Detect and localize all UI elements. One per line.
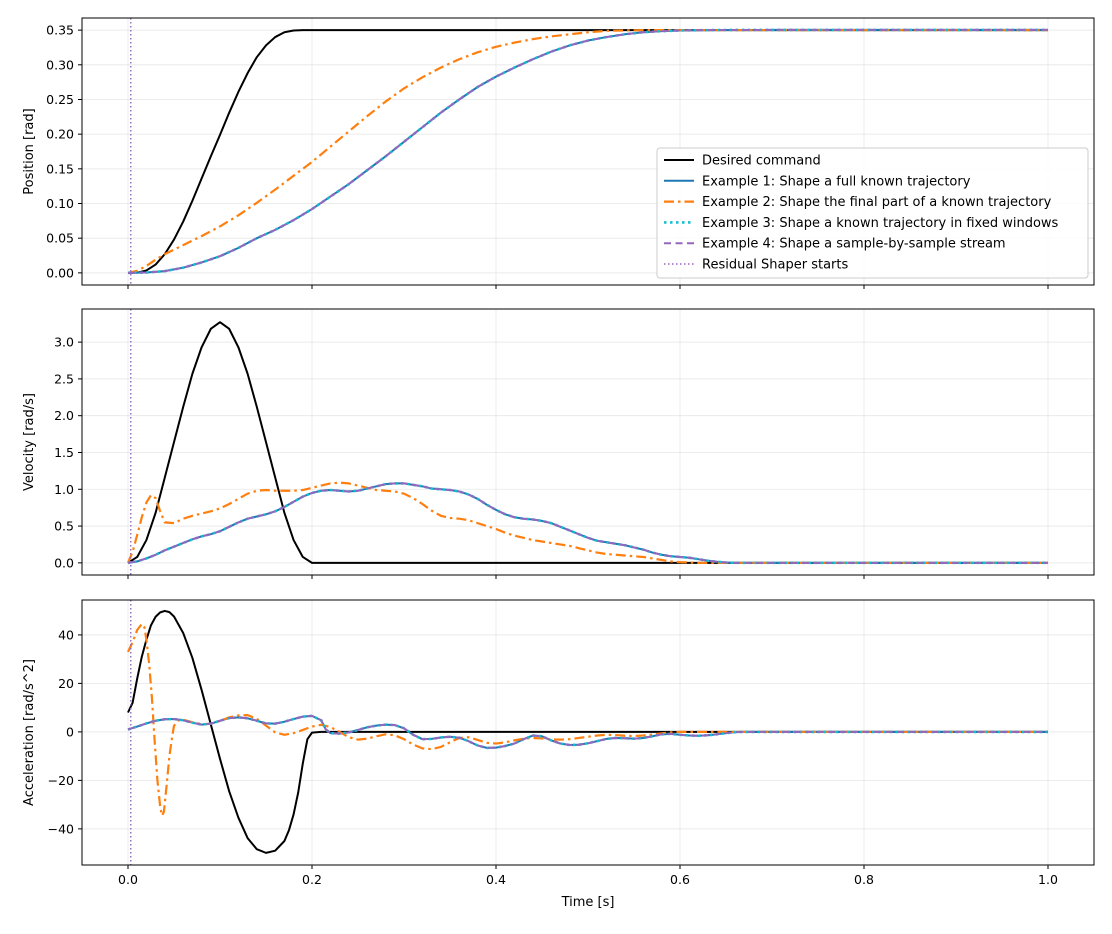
- legend-box: [656, 147, 1089, 279]
- y-axis-label: Acceleration [rad/s^2]: [22, 659, 37, 806]
- series-line-example-4: [127, 714, 1048, 749]
- plot-frame: [81, 308, 1095, 576]
- legend-entry: Example 2: Shape the final part of a kno…: [702, 195, 1052, 210]
- y-axis-label: Position [rad]: [22, 108, 37, 194]
- series-line-example-1: [127, 482, 1048, 564]
- series-line-example-2: [127, 622, 1048, 817]
- legend: Desired command Example 1: Shape a full k…: [656, 147, 1089, 279]
- series-line-desired-command: [127, 609, 1048, 854]
- series-line-desired-command: [127, 321, 1048, 564]
- y-tick-label: 0.30: [46, 57, 74, 72]
- series-line-desired-command: [127, 29, 1048, 274]
- legend-entry: Desired command: [702, 154, 821, 169]
- x-tick-label: 0.2: [302, 872, 322, 887]
- y-tick-label: 1.5: [54, 445, 74, 460]
- series-line-example-3: [127, 714, 1048, 750]
- y-tick-label: 2.0: [54, 408, 74, 423]
- x-tick-label: 0.6: [670, 872, 690, 887]
- series-group: [127, 609, 1048, 854]
- x-tick-label: 0.4: [486, 872, 506, 887]
- y-tick-label: 1.0: [54, 482, 74, 497]
- y-tick-label: 40: [58, 627, 74, 642]
- y-axis-label: Velocity [rad/s]: [22, 393, 37, 491]
- legend-entry: Example 3: Shape a known trajectory in f…: [702, 216, 1059, 231]
- y-tick-label: 0.00: [46, 265, 74, 280]
- y-tick-label: 0.0: [54, 555, 74, 570]
- y-tick-label: −40: [48, 821, 74, 836]
- panel-3: 0.0 0.2 0.4 0.6 0.8 1.0 −40 −20 0 20 40 Acceleratio…: [22, 599, 1095, 887]
- panel-2: 0.0 0.5 1.0 1.5 2.0 2.5 3.0 Velocity [rad/s]: [22, 308, 1095, 579]
- y-tick-label: 0.5: [54, 519, 74, 534]
- y-tick-label: 0.05: [46, 231, 74, 246]
- plot-frame: [81, 599, 1095, 866]
- x-tick-label: 0.8: [854, 872, 874, 887]
- series-line-example-4: [127, 482, 1048, 564]
- y-tick-label: 20: [58, 676, 74, 691]
- y-tick-label: 0.15: [46, 161, 74, 176]
- series-group: [127, 28, 1048, 275]
- panel-1: 0.00 0.05 0.10 0.15 0.20 0.25 0.30 0.35 Position…: [22, 17, 1095, 289]
- legend-entry: Residual Shaper starts: [702, 258, 848, 273]
- x-tick-label: 0.0: [118, 872, 138, 887]
- series-line-example-2: [127, 29, 1048, 274]
- y-tick-label: −20: [48, 773, 74, 788]
- series-line-example-2: [126, 481, 1048, 564]
- y-tick-label: 3.0: [54, 335, 74, 350]
- series-line-example-4: [127, 28, 1048, 274]
- y-tick-label: 0: [66, 724, 74, 739]
- legend-entry: Example 4: Shape a sample-by-sample stre…: [702, 237, 1006, 252]
- x-axis-label: Time [s]: [561, 895, 615, 910]
- y-tick-label: 0.35: [46, 23, 74, 38]
- grid: [82, 309, 1094, 575]
- plot-frame: [81, 17, 1095, 286]
- series-group: [126, 321, 1048, 565]
- x-tick-label: 1.0: [1038, 872, 1058, 887]
- legend-entry: Example 1: Shape a full known trajectory: [702, 174, 971, 189]
- y-tick-label: 0.10: [46, 196, 74, 211]
- y-tick-label: 2.5: [54, 371, 74, 386]
- y-tick-label: 0.20: [46, 127, 74, 142]
- series-line-example-3: [127, 482, 1048, 565]
- y-tick-label: 0.25: [46, 92, 74, 107]
